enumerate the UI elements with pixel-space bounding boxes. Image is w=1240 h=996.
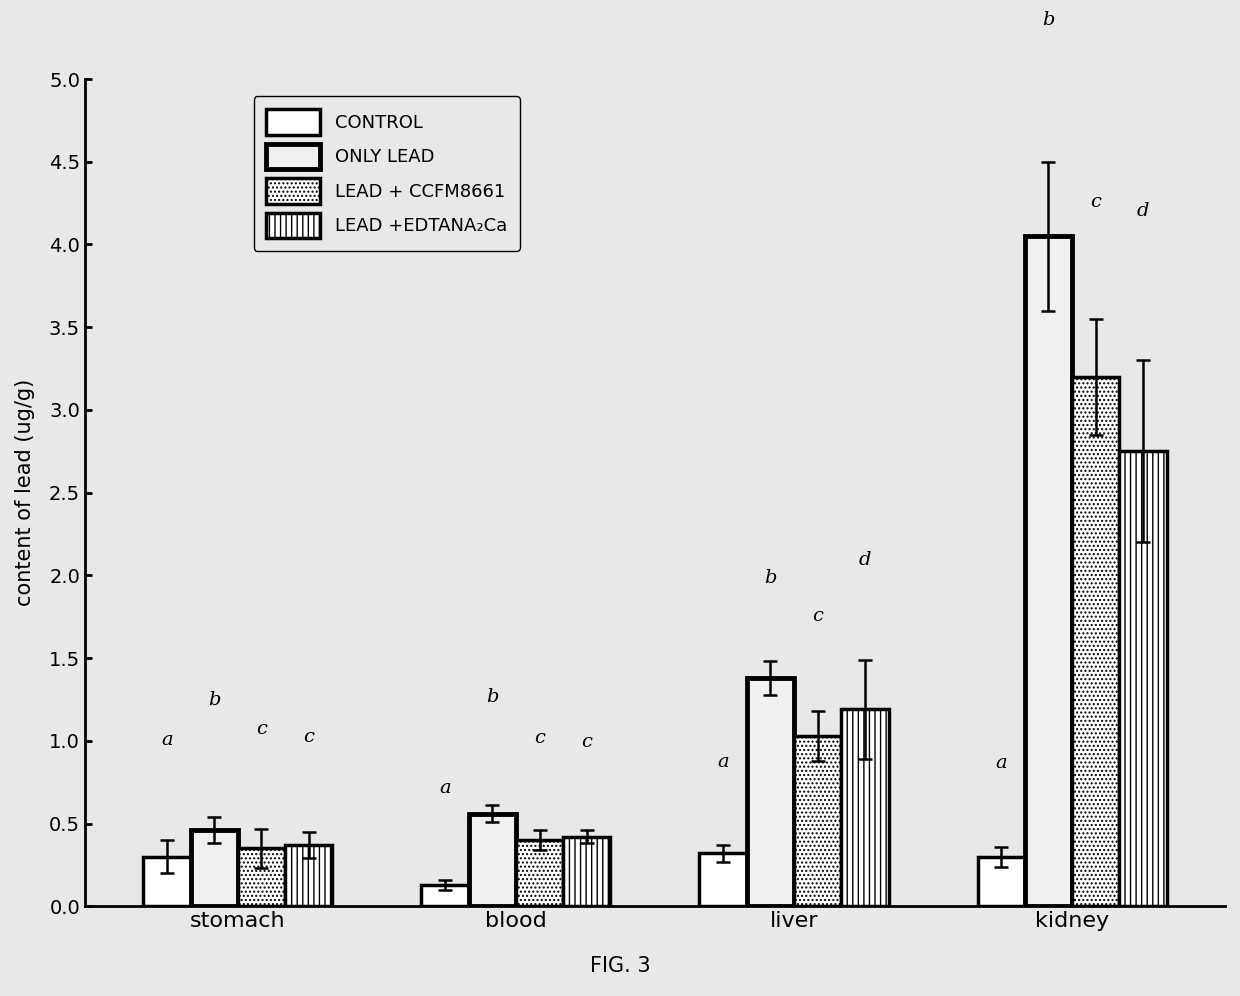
Text: b: b	[1042, 11, 1055, 29]
Legend: CONTROL, ONLY LEAD, LEAD + CCFM8661, LEAD +EDTANA₂Ca: CONTROL, ONLY LEAD, LEAD + CCFM8661, LEA…	[253, 97, 520, 251]
Text: a: a	[161, 731, 172, 749]
Bar	[469, 814, 516, 906]
Bar	[794, 736, 841, 906]
Text: b: b	[486, 688, 498, 706]
Text: a: a	[439, 779, 451, 797]
Bar	[841, 709, 889, 906]
Bar	[1120, 451, 1167, 906]
Bar	[1024, 236, 1073, 906]
Text: c: c	[304, 728, 314, 746]
Bar	[144, 857, 191, 906]
Text: b: b	[208, 691, 221, 709]
Bar	[285, 846, 332, 906]
Bar	[977, 857, 1024, 906]
Text: d: d	[858, 551, 872, 569]
Bar	[422, 884, 469, 906]
Text: d: d	[1137, 201, 1149, 220]
Text: c: c	[582, 733, 593, 751]
Bar	[1073, 376, 1120, 906]
Text: c: c	[255, 719, 267, 738]
Bar	[516, 841, 563, 906]
Text: FIG. 3: FIG. 3	[590, 956, 650, 976]
Bar	[746, 678, 794, 906]
Bar	[238, 849, 285, 906]
Bar	[699, 854, 746, 906]
Text: c: c	[812, 607, 823, 625]
Text: a: a	[996, 754, 1007, 772]
Text: c: c	[534, 729, 544, 747]
Bar	[563, 837, 610, 906]
Bar	[191, 831, 238, 906]
Text: b: b	[764, 569, 776, 587]
Y-axis label: content of lead (ug/g): content of lead (ug/g)	[15, 379, 35, 607]
Text: a: a	[717, 753, 729, 771]
Text: c: c	[1090, 193, 1101, 211]
